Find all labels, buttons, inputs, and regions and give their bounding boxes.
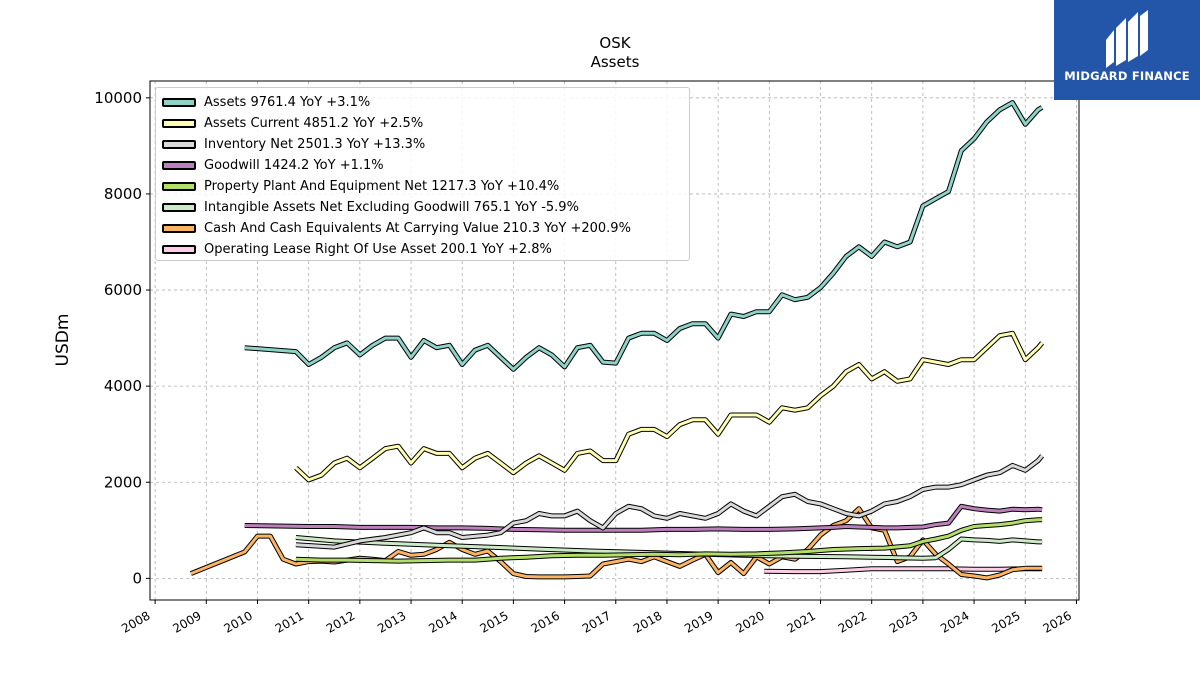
legend-entry: Assets 9761.4 YoY +3.1% [162,92,683,113]
plot-frame [149,80,1080,601]
legend-swatch [162,119,196,128]
series-line [295,536,1043,560]
y-tick-label: 10000 [94,89,142,107]
legend-swatch [162,161,196,170]
legend-entry: Goodwill 1424.2 YoY +1.1% [162,155,683,176]
y-tick-label: 4000 [104,377,142,395]
x-tick-label: 2010 [222,608,255,635]
x-tick-label: 2019 [682,608,715,635]
series-layer [189,100,1045,581]
series-line [294,331,1044,482]
y-tick-label: 2000 [104,473,142,491]
x-tick-label: 2026 [1040,608,1073,635]
legend-entry: Property Plant And Equipment Net 1217.3 … [162,176,683,197]
legend-label: Inventory Net 2501.3 YoY +13.3% [204,137,426,152]
legend-swatch [162,182,196,191]
legend-entry: Assets Current 4851.2 YoY +2.5% [162,113,683,134]
x-tick-label: 2024 [938,608,971,635]
x-tick-label: 2009 [170,608,203,635]
legend-swatch [162,245,196,254]
legend-swatch [162,140,196,149]
chart-subtitle: Assets [591,53,640,71]
y-tick-label: 8000 [104,185,142,203]
legend-entry: Intangible Assets Net Excluding Goodwill… [162,197,683,218]
chart-legend: Assets 9761.4 YoY +3.1% Assets Current 48… [155,87,690,261]
x-tick-label: 2015 [477,608,510,635]
series-line [244,504,1043,532]
x-tick-label: 2017 [580,608,613,635]
x-tick-label: 2025 [989,608,1022,635]
legend-label: Operating Lease Right Of Use Asset 200.1… [204,242,552,257]
x-tick-label: 2008 [119,608,152,635]
legend-label: Goodwill 1424.2 YoY +1.1% [204,158,384,173]
legend-entry: Cash And Cash Equivalents At Carrying Va… [162,218,683,239]
legend-label: Intangible Assets Net Excluding Goodwill… [204,200,579,215]
legend-label: Property Plant And Equipment Net 1217.3 … [204,179,560,194]
x-tick-label: 2023 [887,608,920,635]
legend-label: Assets Current 4851.2 YoY +2.5% [204,116,424,131]
x-tick-label: 2021 [785,608,818,635]
series-line [764,567,1043,574]
x-tick-label: 2012 [324,608,357,635]
series-line [244,101,1043,371]
legend-swatch [162,98,196,107]
midgard-logo-icon [1106,10,1148,68]
legend-swatch [162,224,196,233]
x-tick-label: 2022 [836,608,869,635]
legend-label: Cash And Cash Equivalents At Carrying Va… [204,221,631,236]
series-line [295,454,1044,549]
y-axis-label: USDm [53,314,73,367]
series-line [295,518,1043,563]
x-tick-label: 2011 [273,608,306,635]
y-tick-label: 0 [132,569,142,587]
legend-entry: Inventory Net 2501.3 YoY +13.3% [162,134,683,155]
chart-title: OSK [599,34,631,52]
legend-swatch [162,203,196,212]
legend-label: Assets 9761.4 YoY +3.1% [204,95,371,110]
x-tick-label: 2014 [426,608,459,635]
y-tick-label: 6000 [104,281,142,299]
x-tick-label: 2016 [529,608,562,635]
x-tick-label: 2020 [733,608,766,635]
x-tick-label: 2013 [375,608,408,635]
legend-entry: Operating Lease Right Of Use Asset 200.1… [162,239,683,260]
x-tick-label: 2018 [631,608,664,635]
watermark-logo: MIDGARD FINANCE [1054,0,1200,100]
watermark-text: MIDGARD FINANCE [1064,69,1190,83]
